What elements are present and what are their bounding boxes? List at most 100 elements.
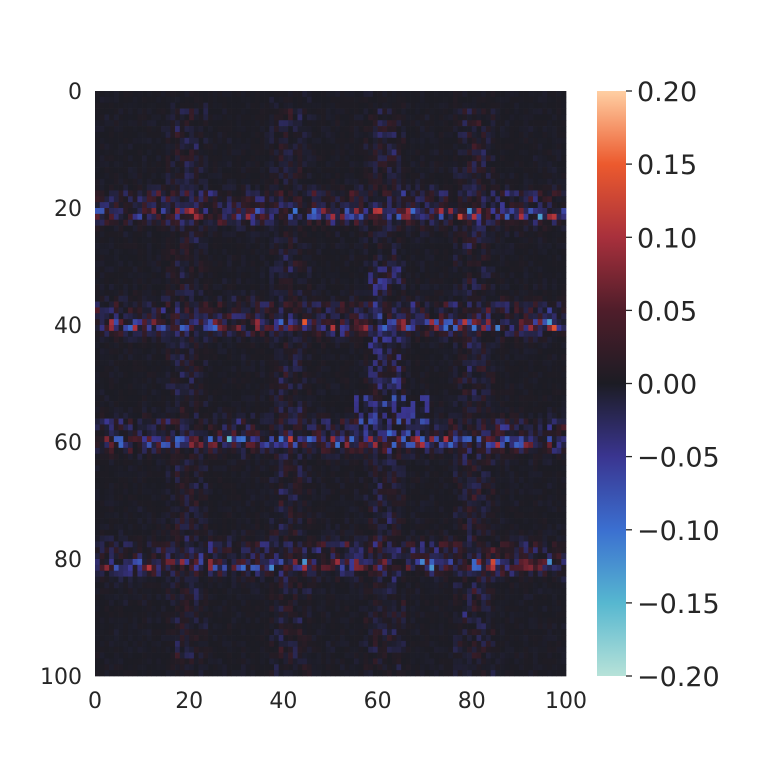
heatmap-cell — [396, 371, 402, 378]
heatmap-cell — [434, 178, 440, 185]
heatmap-cell — [137, 231, 143, 238]
heatmap-cell — [104, 172, 110, 180]
heatmap-cell — [226, 342, 232, 349]
heatmap-cell — [368, 190, 374, 197]
heatmap-cell — [222, 360, 228, 367]
heatmap-cell — [372, 190, 378, 197]
heatmap-cell — [95, 289, 101, 297]
heatmap-cell — [118, 208, 124, 215]
heatmap-cell — [292, 91, 298, 98]
heatmap-cell — [551, 96, 557, 104]
heatmap-cell — [95, 371, 101, 378]
heatmap-cell — [99, 149, 105, 156]
heatmap-cell — [283, 295, 289, 302]
heatmap-cell — [264, 108, 270, 115]
heatmap-cell — [528, 196, 534, 203]
heatmap-cell — [142, 260, 148, 267]
heatmap-cell — [255, 126, 261, 133]
heatmap-cell — [175, 289, 181, 297]
heatmap-cell — [434, 202, 440, 209]
heatmap-cell — [467, 248, 473, 256]
heatmap-cell — [349, 102, 355, 109]
heatmap-cell — [509, 254, 515, 261]
heatmap-cell — [292, 307, 298, 314]
heatmap-cell — [226, 348, 232, 355]
heatmap-cell — [321, 114, 327, 121]
heatmap-cell — [325, 137, 331, 144]
heatmap-cell — [335, 248, 341, 256]
heatmap-cell — [561, 172, 567, 180]
heatmap-cell — [471, 266, 477, 273]
heatmap-cell — [490, 377, 496, 384]
heatmap-cell — [443, 260, 449, 267]
heatmap-cell — [302, 149, 308, 156]
heatmap-cell — [471, 196, 477, 203]
heatmap-cell — [415, 307, 421, 314]
heatmap-cell — [495, 172, 501, 180]
heatmap-cell — [193, 155, 199, 162]
heatmap-cell — [288, 354, 294, 361]
heatmap-cell — [222, 219, 228, 226]
heatmap-cell — [142, 360, 148, 367]
heatmap-cell — [189, 126, 195, 133]
heatmap-cell — [542, 360, 548, 367]
heatmap-cell — [255, 208, 261, 215]
heatmap-cell — [165, 360, 171, 367]
heatmap-cell — [269, 126, 275, 133]
heatmap-cell — [452, 289, 459, 297]
heatmap-cell — [354, 102, 360, 109]
heatmap-cell — [358, 96, 364, 104]
heatmap-cell — [184, 231, 190, 238]
heatmap-cell — [316, 167, 322, 174]
heatmap-cell — [278, 360, 284, 367]
heatmap-cell — [156, 114, 162, 121]
heatmap-cell — [302, 108, 308, 115]
heatmap-cell — [160, 289, 166, 297]
heatmap-cell — [99, 237, 105, 244]
heatmap-cell — [457, 295, 463, 302]
heatmap-cell — [419, 155, 426, 162]
heatmap-cell — [424, 114, 430, 121]
heatmap-cell — [170, 167, 176, 174]
heatmap-cell — [250, 167, 256, 174]
heatmap-cell — [476, 184, 482, 191]
heatmap-cell — [316, 260, 322, 267]
heatmap-cell — [452, 260, 459, 267]
heatmap-cell — [231, 213, 237, 221]
heatmap-cell — [273, 114, 280, 121]
heatmap-cell — [297, 167, 303, 174]
heatmap-cell — [212, 313, 218, 320]
heatmap-cell — [533, 354, 539, 361]
heatmap-cell — [358, 266, 364, 273]
heatmap-cell — [104, 342, 110, 349]
heatmap-cell — [250, 319, 256, 326]
heatmap-cell — [561, 208, 567, 215]
heatmap-cell — [485, 131, 491, 139]
heatmap-cell — [438, 260, 444, 267]
heatmap-cell — [401, 213, 407, 221]
heatmap-cell — [198, 278, 204, 285]
heatmap-cell — [429, 237, 435, 244]
heatmap-cell — [160, 301, 166, 308]
heatmap-cell — [165, 114, 171, 121]
heatmap-cell — [137, 237, 143, 244]
heatmap-cell — [509, 365, 515, 373]
heatmap-cell — [372, 248, 378, 256]
heatmap-cell — [335, 278, 341, 285]
heatmap-cell — [504, 91, 510, 98]
heatmap-cell — [217, 120, 223, 127]
heatmap-cell — [490, 231, 496, 238]
heatmap-cell — [255, 190, 261, 197]
heatmap-cell — [349, 319, 355, 326]
heatmap-cell — [127, 243, 134, 250]
heatmap-cell — [306, 289, 313, 297]
heatmap-cell — [231, 202, 237, 209]
heatmap-cell — [273, 289, 280, 297]
heatmap-cell — [438, 266, 444, 273]
heatmap-cell — [335, 284, 341, 291]
heatmap-cell — [533, 225, 539, 232]
heatmap-cell — [241, 354, 247, 361]
heatmap-cell — [175, 120, 181, 127]
heatmap-cell — [189, 202, 195, 209]
heatmap-cell — [528, 336, 534, 343]
